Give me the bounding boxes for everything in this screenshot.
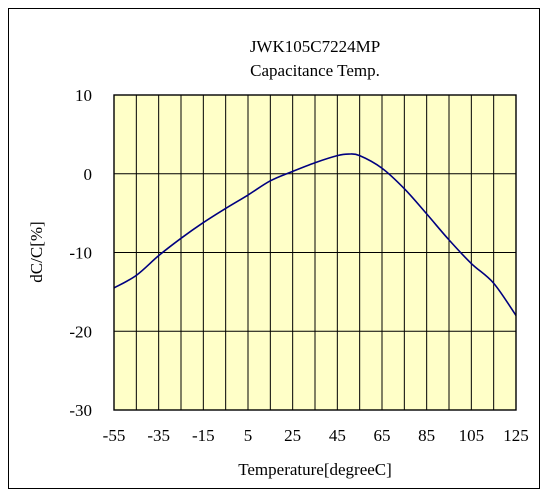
y-tick-label: -10 (69, 244, 92, 263)
x-tick-label: 45 (329, 426, 346, 445)
x-tick-label: 105 (459, 426, 485, 445)
series-line (113, 153, 517, 316)
x-tick-label: -55 (103, 426, 126, 445)
y-tick-label: 10 (75, 86, 92, 105)
x-tick-label: 25 (284, 426, 301, 445)
y-tick-label: -20 (69, 322, 92, 341)
y-axis-label: dC/C[%] (27, 221, 46, 282)
x-tick-label: 85 (418, 426, 435, 445)
x-tick-label: 125 (503, 426, 529, 445)
grid-lines (114, 95, 516, 410)
y-tick-label: -30 (69, 401, 92, 420)
chart-subtitle: Capacitance Temp. (250, 61, 380, 80)
y-tick-label: 0 (84, 165, 93, 184)
x-tick-label: 5 (244, 426, 253, 445)
x-axis-label: Temperature[degreeC] (238, 460, 392, 479)
x-tick-label: 65 (374, 426, 391, 445)
plot-border (113, 94, 517, 411)
x-tick-label: -15 (192, 426, 215, 445)
chart-title: JWK105C7224MP (250, 37, 380, 56)
tick-labels: -55 -35 -15 5 25 45 65 85 105 125 10 0 -10 -20 -30 (69, 86, 528, 445)
x-tick-label: -35 (147, 426, 170, 445)
